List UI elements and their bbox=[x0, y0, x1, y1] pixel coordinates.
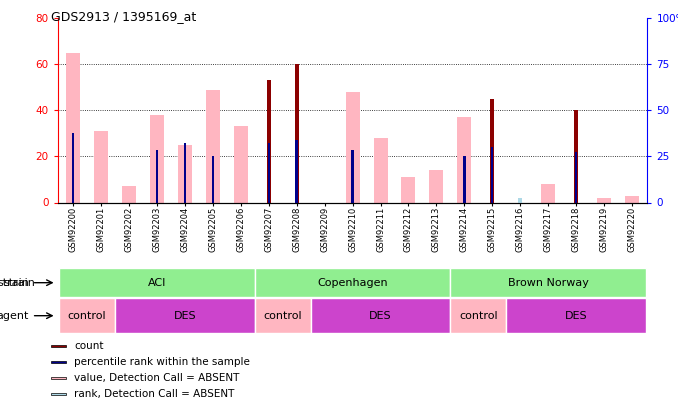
Bar bbox=[294, 196, 299, 202]
Bar bbox=[541, 184, 555, 202]
Text: percentile rank within the sample: percentile rank within the sample bbox=[75, 357, 250, 367]
Text: Copenhagen: Copenhagen bbox=[317, 278, 388, 288]
Bar bbox=[463, 156, 466, 202]
Bar bbox=[266, 81, 271, 202]
Text: DES: DES bbox=[370, 311, 392, 321]
Bar bbox=[59, 268, 255, 297]
Bar bbox=[150, 115, 164, 202]
Bar bbox=[255, 268, 450, 297]
Bar bbox=[122, 186, 136, 202]
Bar bbox=[450, 298, 506, 333]
Bar bbox=[490, 99, 494, 202]
Bar bbox=[346, 92, 359, 202]
Text: DES: DES bbox=[174, 311, 196, 321]
Bar bbox=[51, 345, 66, 347]
Bar bbox=[51, 377, 66, 379]
Bar bbox=[212, 156, 214, 202]
Text: control: control bbox=[459, 311, 498, 321]
Bar bbox=[351, 149, 354, 202]
Bar bbox=[234, 126, 247, 202]
Bar bbox=[374, 138, 388, 202]
Bar bbox=[184, 143, 186, 202]
Text: count: count bbox=[75, 341, 104, 351]
Text: control: control bbox=[68, 311, 106, 321]
Text: control: control bbox=[263, 311, 302, 321]
Text: ACI: ACI bbox=[148, 278, 166, 288]
Bar bbox=[51, 361, 66, 363]
Bar bbox=[518, 198, 522, 202]
Bar bbox=[59, 298, 115, 333]
Bar bbox=[206, 90, 220, 202]
Bar bbox=[574, 110, 578, 202]
Bar bbox=[255, 298, 311, 333]
Text: agent: agent bbox=[0, 311, 28, 321]
Text: Brown Norway: Brown Norway bbox=[508, 278, 589, 288]
Text: strain: strain bbox=[3, 278, 35, 288]
Bar bbox=[296, 140, 298, 202]
Bar bbox=[401, 177, 416, 202]
Bar bbox=[491, 147, 494, 202]
Text: value, Detection Call = ABSENT: value, Detection Call = ABSENT bbox=[75, 373, 240, 383]
Bar bbox=[575, 152, 578, 202]
Bar bbox=[311, 298, 450, 333]
Bar bbox=[51, 393, 66, 395]
Bar bbox=[294, 64, 299, 202]
Bar bbox=[115, 298, 255, 333]
Text: GDS2913 / 1395169_at: GDS2913 / 1395169_at bbox=[51, 10, 196, 23]
Bar bbox=[66, 53, 80, 202]
Text: rank, Detection Call = ABSENT: rank, Detection Call = ABSENT bbox=[75, 389, 235, 399]
Bar bbox=[94, 131, 108, 202]
Bar bbox=[429, 170, 443, 202]
Bar bbox=[178, 145, 192, 202]
Bar bbox=[156, 149, 158, 202]
Bar bbox=[597, 198, 611, 202]
Text: DES: DES bbox=[565, 311, 588, 321]
Bar bbox=[458, 117, 471, 202]
Bar bbox=[450, 268, 646, 297]
Text: strain: strain bbox=[0, 278, 28, 288]
Bar bbox=[625, 196, 639, 202]
Bar bbox=[268, 143, 270, 202]
Bar bbox=[506, 298, 646, 333]
Bar bbox=[72, 133, 74, 202]
